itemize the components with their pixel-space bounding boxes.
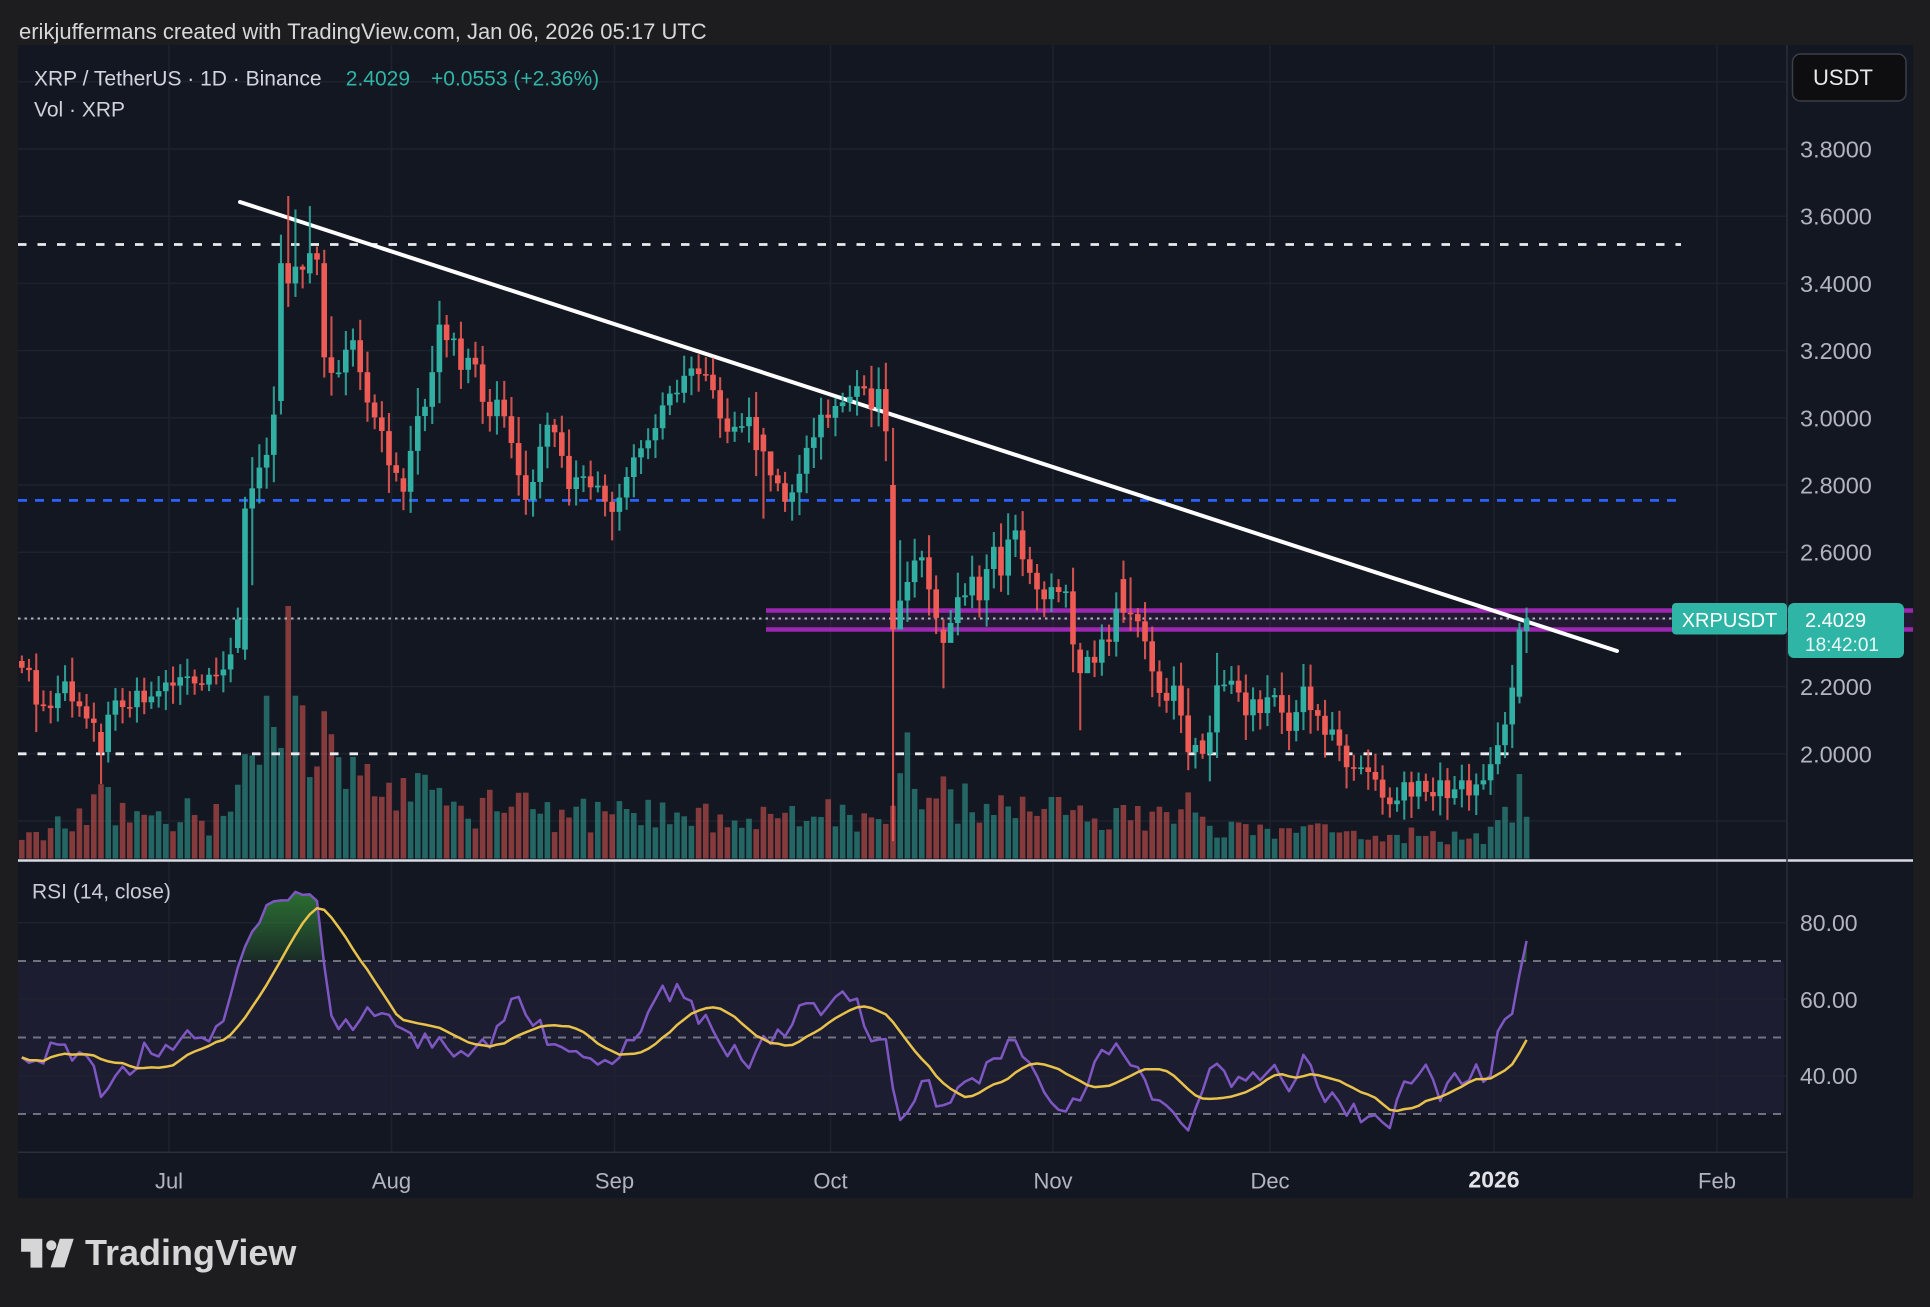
svg-text:2.4029: 2.4029 (346, 68, 410, 91)
svg-text:40.00: 40.00 (1800, 1063, 1858, 1089)
svg-text:3.0000: 3.0000 (1800, 405, 1872, 431)
svg-text:3.4000: 3.4000 (1800, 271, 1872, 297)
svg-text:2.8000: 2.8000 (1800, 473, 1872, 499)
svg-text:2.2000: 2.2000 (1800, 674, 1872, 700)
svg-text:Nov: Nov (1033, 1169, 1072, 1194)
svg-text:Feb: Feb (1698, 1169, 1736, 1194)
svg-text:18:42:01: 18:42:01 (1805, 635, 1879, 656)
svg-text:RSI (14, close): RSI (14, close) (32, 881, 171, 904)
svg-text:XRP / TetherUS · 1D · Binance: XRP / TetherUS · 1D · Binance (34, 68, 322, 91)
svg-text:2026: 2026 (1468, 1167, 1519, 1193)
svg-text:Sep: Sep (595, 1169, 634, 1194)
svg-text:Jul: Jul (155, 1169, 183, 1194)
svg-text:3.2000: 3.2000 (1800, 338, 1872, 364)
svg-text:Vol · XRP: Vol · XRP (34, 99, 125, 122)
svg-text:2.4029: 2.4029 (1805, 610, 1866, 632)
svg-text:3.8000: 3.8000 (1800, 137, 1872, 163)
svg-text:2.6000: 2.6000 (1800, 540, 1872, 566)
svg-text:Oct: Oct (813, 1169, 847, 1194)
svg-text:3.6000: 3.6000 (1800, 204, 1872, 230)
svg-text:+0.0553 (+2.36%): +0.0553 (+2.36%) (431, 68, 599, 91)
svg-text:TradingView: TradingView (85, 1232, 297, 1273)
svg-text:60.00: 60.00 (1800, 987, 1858, 1013)
svg-text:Aug: Aug (372, 1169, 411, 1194)
svg-text:USDT: USDT (1813, 65, 1873, 90)
svg-text:XRPUSDT: XRPUSDT (1682, 610, 1778, 632)
svg-text:2.0000: 2.0000 (1800, 741, 1872, 767)
svg-text:Dec: Dec (1250, 1169, 1289, 1194)
svg-text:80.00: 80.00 (1800, 910, 1858, 936)
